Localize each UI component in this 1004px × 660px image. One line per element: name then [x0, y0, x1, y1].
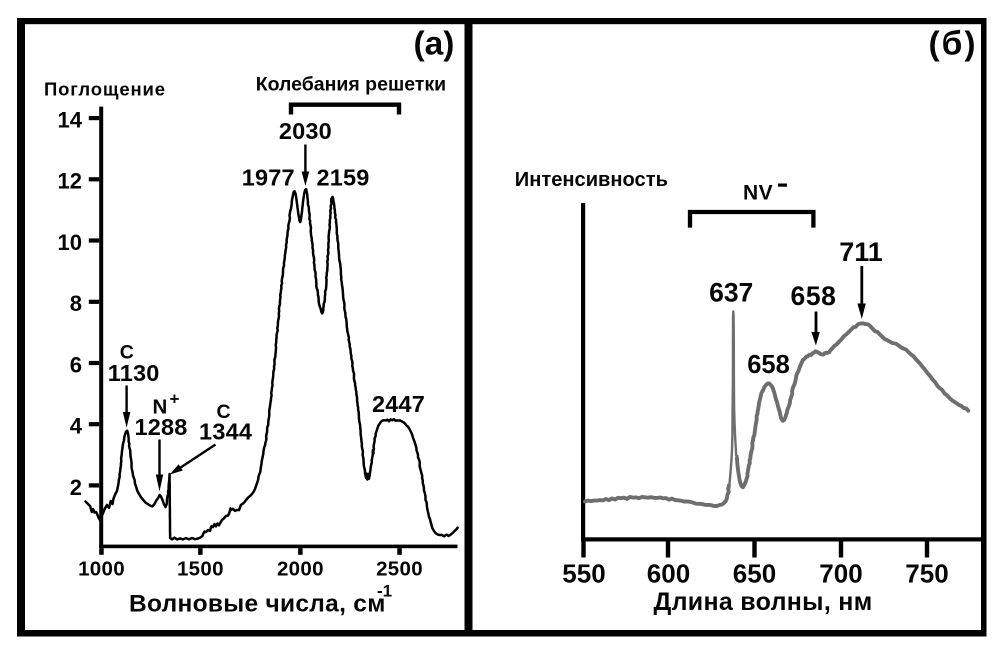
svg-text:1344: 1344	[199, 419, 252, 445]
svg-text:550: 550	[562, 558, 605, 588]
svg-text:Волновые числа, см: Волновые числа, см	[129, 591, 386, 618]
svg-text:700: 700	[819, 558, 862, 588]
svg-text:1130: 1130	[108, 360, 160, 386]
svg-text:8: 8	[70, 291, 82, 316]
svg-text:1288: 1288	[134, 414, 187, 440]
svg-text:Поглощение: Поглощение	[44, 79, 166, 100]
svg-text:C: C	[216, 401, 230, 423]
svg-text:2: 2	[70, 475, 82, 500]
svg-text:NV: NV	[743, 182, 773, 205]
svg-text:(б): (б)	[928, 26, 977, 63]
svg-text:711: 711	[839, 237, 883, 267]
svg-text:600: 600	[647, 558, 690, 588]
svg-text:637: 637	[709, 278, 753, 308]
svg-text:4: 4	[70, 414, 83, 439]
svg-text:750: 750	[905, 558, 948, 588]
svg-text:1500: 1500	[177, 557, 224, 580]
svg-text:12: 12	[58, 169, 82, 194]
svg-text:14: 14	[58, 108, 83, 133]
svg-text:(а): (а)	[414, 26, 455, 63]
svg-text:2159: 2159	[316, 165, 369, 191]
svg-text:658: 658	[790, 281, 836, 311]
svg-text:Длина волны, нм: Длина волны, нм	[653, 588, 872, 616]
svg-text:658: 658	[747, 351, 790, 379]
svg-text:2030: 2030	[279, 118, 332, 144]
svg-text:2000: 2000	[277, 557, 324, 580]
svg-text:6: 6	[70, 352, 82, 377]
svg-text:N: N	[153, 395, 168, 418]
svg-text:2500: 2500	[376, 557, 423, 580]
svg-text:+: +	[170, 390, 180, 409]
svg-text:Колебания решетки: Колебания решетки	[256, 74, 446, 96]
svg-text:10: 10	[58, 230, 82, 255]
svg-text:1000: 1000	[78, 557, 125, 580]
svg-text:Интенсивность: Интенсивность	[515, 169, 668, 191]
svg-text:C: C	[120, 342, 134, 364]
svg-text:2447: 2447	[372, 391, 425, 417]
svg-text:-1: -1	[377, 582, 392, 601]
svg-text:650: 650	[733, 558, 776, 588]
svg-text:1977: 1977	[242, 165, 295, 191]
